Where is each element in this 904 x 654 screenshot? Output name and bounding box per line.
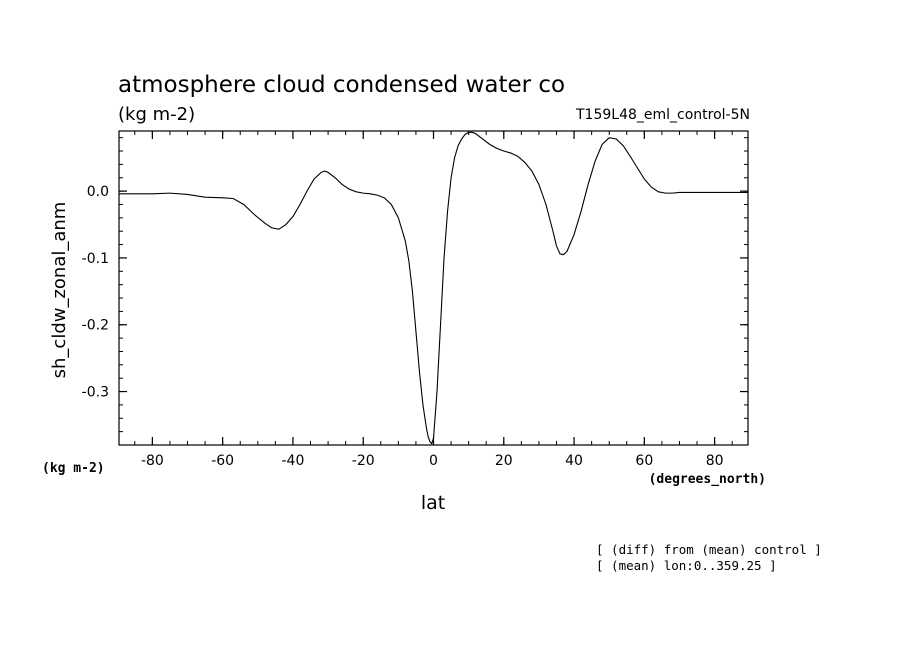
- run-label: T159L48_eml_control-5N: [575, 107, 750, 123]
- y-units-corner-label: (kg m-2): [42, 461, 105, 476]
- minor-ticks: [119, 131, 748, 446]
- x-tick-labels: -80 -60 -40 -20 0 20 40 60 80: [141, 453, 724, 469]
- x-tick-label: 60: [635, 453, 653, 469]
- footer-line-1: [ (diff) from (mean) control ]: [596, 542, 822, 557]
- plot-frame: [118, 130, 749, 446]
- x-tick-label: -60: [211, 453, 234, 469]
- units-label: (kg m-2): [118, 104, 195, 125]
- x-tick-label: 40: [565, 453, 583, 469]
- x-tick-label: 0: [429, 453, 438, 469]
- x-tick-label: 80: [706, 453, 724, 469]
- x-tick-label: 20: [495, 453, 513, 469]
- y-tick-label: -0.3: [82, 385, 109, 401]
- x-axis-label: lat: [421, 492, 445, 514]
- x-tick-label: -40: [282, 453, 305, 469]
- plot-area: 0.0 -0.1 -0.2 -0.3 -80 -60 -40 -20 0 20 40 60 80: [82, 130, 749, 469]
- x-tick-label: -80: [141, 453, 164, 469]
- series-line: [119, 131, 748, 445]
- major-ticks: [119, 131, 748, 445]
- footer-line-2: [ (mean) lon:0..359.25 ]: [596, 558, 777, 573]
- y-tick-label: 0.0: [87, 184, 109, 200]
- y-tick-label: -0.2: [82, 318, 109, 334]
- chart-title: atmosphere cloud condensed water co: [118, 72, 565, 98]
- y-tick-labels: 0.0 -0.1 -0.2 -0.3: [82, 184, 109, 400]
- y-axis-label: sh_cldw_zonal_anm: [49, 202, 70, 379]
- y-tick-label: -0.1: [82, 251, 109, 267]
- x-tick-label: -20: [352, 453, 375, 469]
- x-units-label: (degrees_north): [649, 472, 766, 487]
